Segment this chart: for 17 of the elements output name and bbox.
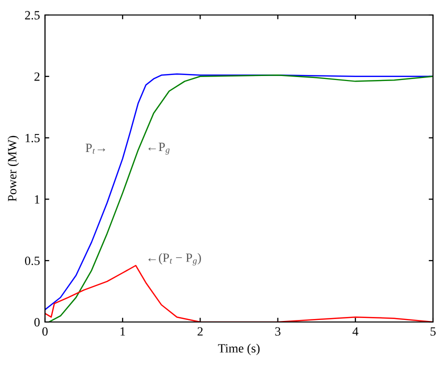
x-axis-title: Time (s) <box>218 344 260 356</box>
x-tick-label: 1 <box>120 327 125 336</box>
x-tick-label: 0 <box>42 327 48 336</box>
y-tick-label: 2 <box>34 72 40 81</box>
x-tick-label: 5 <box>430 327 436 336</box>
y-tick-label: 0 <box>34 318 40 326</box>
x-tick-label: 4 <box>352 327 358 336</box>
annotation: ←(P$_{t}$ − P$_{g}$) <box>148 253 201 266</box>
y-tick-label: 1.5 <box>26 134 40 142</box>
y-tick-label: 2.5 <box>25 11 40 20</box>
annotation: P$_{t}$→ <box>86 144 106 154</box>
y-tick-label: 0.5 <box>24 256 40 266</box>
annotation: ←P$_{g}$ <box>148 142 170 155</box>
y-tick-label: 1 <box>34 195 40 204</box>
y-axis-title: Power (MW) <box>8 136 19 202</box>
x-tick-label: 3 <box>275 327 280 336</box>
x-tick-label: 2 <box>198 327 203 336</box>
